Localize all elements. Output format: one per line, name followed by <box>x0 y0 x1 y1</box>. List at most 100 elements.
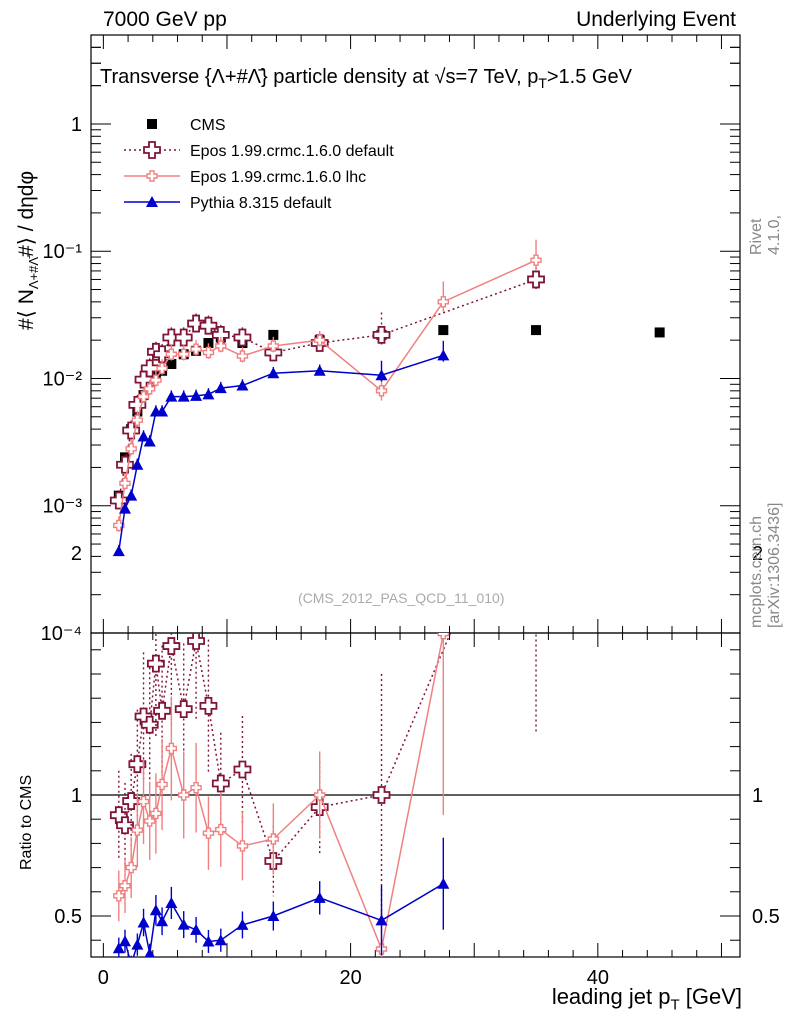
header-right: Underlying Event <box>576 8 736 31</box>
y-tick-label: 10⁻⁴ <box>41 623 82 645</box>
analysis-reference-tag: (CMS_2012_PAS_QCD_11_010) <box>298 590 505 606</box>
ratio-tick-label: 0.5 <box>752 906 780 928</box>
data-point-pythia-8-315-default <box>177 390 190 402</box>
data-point-epos-1-99-crmc-1-6-0-lhc <box>150 374 162 386</box>
data-point-pythia-8-315-default <box>202 388 215 400</box>
data-point-pythia-8-315-default <box>267 367 280 379</box>
data-point-pythia-8-315-default <box>313 364 326 376</box>
ratio-point-pythia-8-315-default <box>156 915 169 927</box>
ylabel-main-end: #⟩ / dηdφ <box>15 170 38 257</box>
y-tick-label: 10⁻³ <box>43 496 83 518</box>
data-point-epos-1-99-crmc-1-6-0-lhc <box>530 254 542 266</box>
ratio-point-pythia-8-315-default <box>190 923 203 935</box>
y-tick-label: 10⁻¹ <box>43 241 83 263</box>
data-point-epos-1-99-crmc-1-6-0-lhc <box>215 340 227 352</box>
data-point-epos-1-99-crmc-1-6-0-lhc <box>190 343 202 355</box>
data-point-epos-1-99-crmc-1-6-0-lhc <box>137 390 150 403</box>
x-tick-label: 0 <box>98 967 109 989</box>
mcplots-reference-text: mcplots.cern.ch [arXiv:1306.3436] <box>748 502 783 628</box>
data-point-epos-1-99-crmc-1-6-0-default <box>199 316 218 335</box>
ratio-point-pythia-8-315-default <box>165 896 178 908</box>
ratio-tick-label: 2 <box>752 543 763 565</box>
data-point-pythia-8-315-default <box>165 390 178 402</box>
data-point-epos-1-99-crmc-1-6-0-default <box>128 395 147 414</box>
ratio-point-epos-1-99-crmc-1-6-0-lhc <box>144 815 156 827</box>
x-tick-label: 20 <box>339 967 361 989</box>
ylabel-main-text: #⟨ N <box>15 289 38 330</box>
ratio-point-epos-1-99-crmc-1-6-0-default <box>174 700 193 719</box>
ratio-point-epos-1-99-crmc-1-6-0-lhc <box>137 795 150 808</box>
data-point-pythia-8-315-default <box>437 349 450 361</box>
data-point-epos-1-99-crmc-1-6-0-default <box>527 270 545 289</box>
ylabel-main-sub: Λ+#Λ̄ <box>26 256 42 290</box>
ratio-point-epos-1-99-crmc-1-6-0-lhc <box>190 781 202 794</box>
title-end: >1.5 GeV <box>546 66 632 88</box>
ratio-point-pythia-8-315-default <box>112 942 125 954</box>
ratio-point-pythia-8-315-default <box>125 958 137 969</box>
ratio-tick-label: 1 <box>752 785 763 807</box>
ratio-point-epos-1-99-crmc-1-6-0-lhc <box>150 807 162 820</box>
ratio-point-epos-1-99-crmc-1-6-0-default <box>372 786 391 804</box>
data-point-epos-1-99-crmc-1-6-0-lhc <box>113 519 125 532</box>
ratio-point-epos-1-99-crmc-1-6-0-lhc <box>313 789 326 801</box>
ratio-point-epos-1-99-crmc-1-6-0-default <box>128 755 147 774</box>
data-point-cms <box>438 325 449 336</box>
data-point-epos-1-99-crmc-1-6-0-default <box>211 325 230 344</box>
ratio-point-epos-1-99-crmc-1-6-0-default <box>233 760 252 779</box>
data-point-pythia-8-315-default <box>375 369 388 381</box>
ratio-point-epos-1-99-crmc-1-6-0-lhc <box>236 840 249 852</box>
ratio-point-pythia-8-315-default <box>202 935 215 947</box>
ratio-point-epos-1-99-crmc-1-6-0-default <box>187 633 205 650</box>
ratio-point-epos-1-99-crmc-1-6-0-lhc <box>119 880 131 892</box>
ratio-point-pythia-8-315-default <box>313 891 326 903</box>
ratio-point-pythia-8-315-default <box>437 877 450 889</box>
data-point-cms <box>166 358 177 369</box>
data-point-epos-1-99-crmc-1-6-0-lhc <box>178 348 190 360</box>
ratio-point-pythia-8-315-default <box>131 938 144 950</box>
x-tick-label: 40 <box>587 967 609 989</box>
data-point-epos-1-99-crmc-1-6-0-lhc <box>131 414 144 426</box>
data-point-pythia-8-315-default <box>118 502 131 514</box>
legend-label-cms: CMS <box>190 117 226 134</box>
data-point-epos-1-99-crmc-1-6-0-default <box>174 328 193 347</box>
data-point-pythia-8-315-default <box>190 389 203 401</box>
data-point-epos-1-99-crmc-1-6-0-lhc <box>267 340 280 352</box>
ratio-point-pythia-8-315-default <box>214 934 227 946</box>
ratio-point-epos-1-99-crmc-1-6-0-lhc <box>437 633 450 640</box>
data-point-epos-1-99-crmc-1-6-0-default <box>116 455 134 474</box>
data-point-epos-1-99-crmc-1-6-0-lhc <box>144 383 156 395</box>
ratio-point-epos-1-99-crmc-1-6-0-default <box>122 792 141 810</box>
ratio-point-pythia-8-315-default <box>267 910 280 921</box>
ratio-point-pythia-8-315-default <box>118 935 131 947</box>
ratio-tick-label: 0.5 <box>54 906 82 928</box>
legend-label-epos-1-99-crmc-1-6-0-lhc: Epos 1.99.crmc.1.6.0 lhc <box>190 169 366 186</box>
y-axis-label: #⟨ NΛ+#Λ̄#⟩ / dηdφ <box>14 171 41 330</box>
ratio-point-epos-1-99-crmc-1-6-0-default <box>147 654 165 673</box>
data-point-pythia-8-315-default <box>156 405 169 417</box>
ratio-point-epos-1-99-crmc-1-6-0-lhc <box>165 742 178 755</box>
data-point-epos-1-99-crmc-1-6-0-lhc <box>236 350 249 362</box>
ratio-y-axis-label: Ratio to CMS <box>18 774 35 870</box>
xlabel-text: leading jet p <box>551 984 671 1009</box>
ratio-point-epos-1-99-crmc-1-6-0-lhc <box>215 823 227 836</box>
data-point-epos-1-99-crmc-1-6-0-default <box>162 328 181 347</box>
ratio-point-pythia-8-315-default <box>137 916 150 928</box>
y-tick-label: 10⁻² <box>43 368 83 390</box>
data-point-epos-1-99-crmc-1-6-0-default <box>187 314 205 333</box>
ratio-point-epos-1-99-crmc-1-6-0-lhc <box>131 824 144 836</box>
ratio-point-epos-1-99-crmc-1-6-0-default <box>116 816 134 835</box>
legend-marker-epos-1-99-crmc-1-6-0-default <box>143 141 161 159</box>
plot-title: Transverse {Λ+#Λ̄} particle density at √… <box>100 66 632 91</box>
title-main: Transverse {Λ+#Λ̄} particle density at √… <box>100 66 539 88</box>
data-point-epos-1-99-crmc-1-6-0-lhc <box>119 477 131 490</box>
ratio-point-epos-1-99-crmc-1-6-0-lhc <box>267 833 280 845</box>
legend-label-epos-1-99-crmc-1-6-0-default: Epos 1.99.crmc.1.6.0 default <box>190 143 394 160</box>
ratio-point-epos-1-99-crmc-1-6-0-default <box>162 637 181 655</box>
data-point-pythia-8-315-default <box>131 458 144 470</box>
x-axis-label: leading jet pT [GeV] <box>552 984 742 1013</box>
xlabel-end: [GeV] <box>679 984 742 1009</box>
ratio-point-epos-1-99-crmc-1-6-0-default <box>153 701 171 720</box>
ratio-tick-label: 1 <box>71 785 82 807</box>
data-point-cms <box>654 327 665 338</box>
